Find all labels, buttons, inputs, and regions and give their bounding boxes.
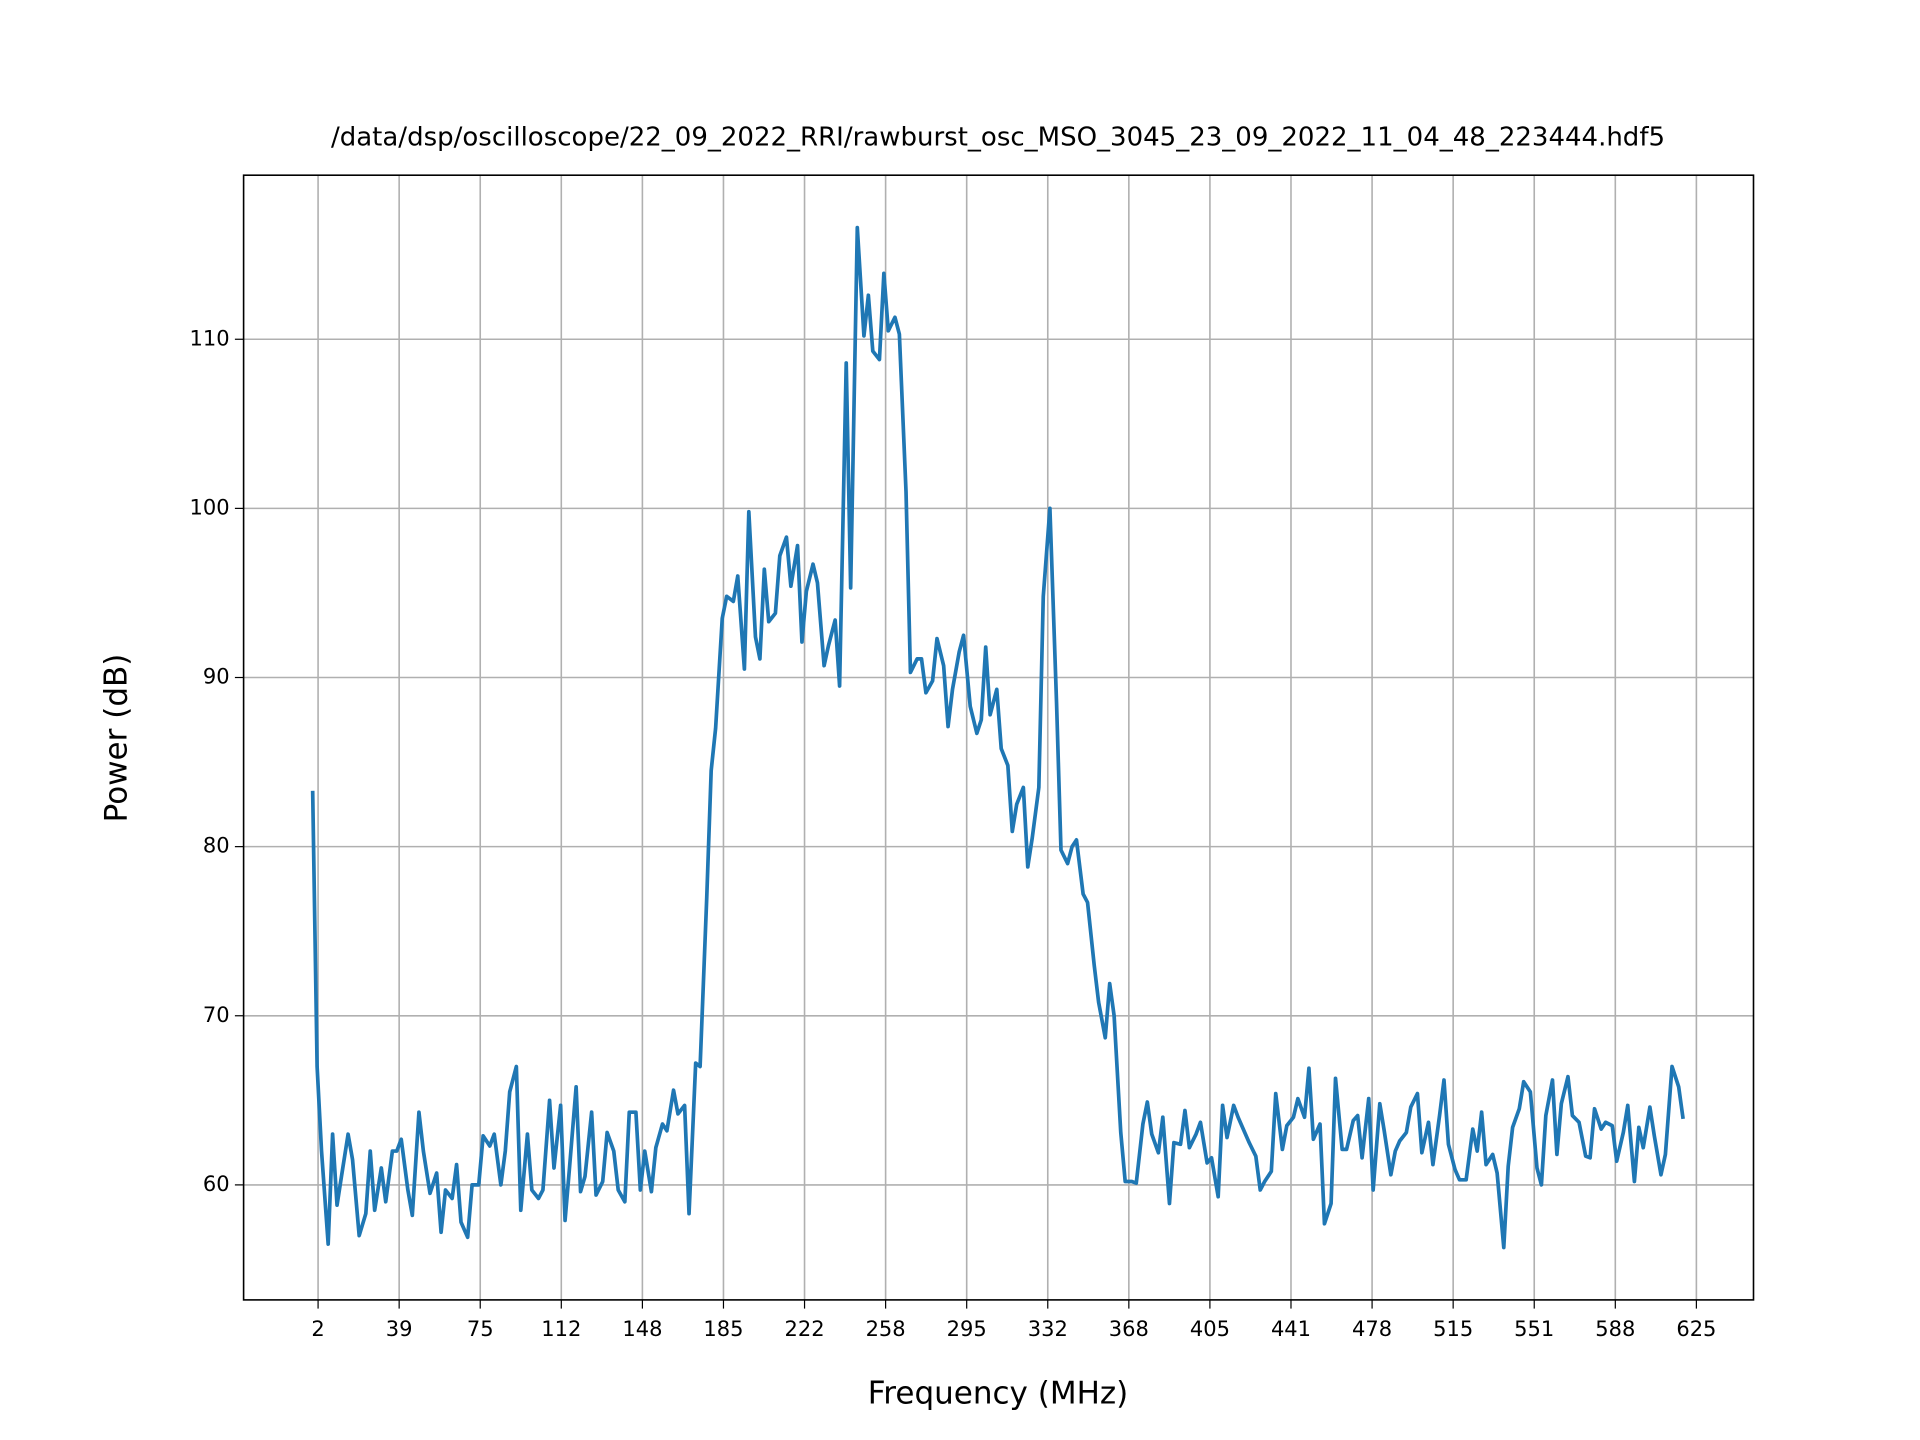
data-line (310, 225, 1685, 1250)
x-tick-label: 625 (1676, 1317, 1716, 1341)
x-tick-label: 441 (1271, 1317, 1311, 1341)
y-tick-label: 90 (203, 665, 230, 689)
chart-title: /data/dsp/oscilloscope/22_09_2022_RRI/ra… (331, 123, 1665, 153)
x-tick-label: 148 (622, 1317, 662, 1341)
y-axis-label: Power (dB) (99, 654, 135, 823)
y-tick-label: 110 (190, 326, 230, 350)
x-tick-label: 368 (1109, 1317, 1149, 1341)
x-tick-label: 222 (784, 1317, 824, 1341)
x-tick-label: 588 (1595, 1317, 1635, 1341)
x-tick-label: 478 (1352, 1317, 1392, 1341)
x-tick-label: 185 (703, 1317, 743, 1341)
x-tick-label: 112 (541, 1317, 581, 1341)
y-tick-label: 80 (203, 834, 230, 858)
x-tick-label: 2 (311, 1317, 324, 1341)
x-tick-label: 551 (1514, 1317, 1554, 1341)
y-tick-label: 100 (190, 495, 230, 519)
x-tick-label: 39 (386, 1317, 413, 1341)
plot-frame (242, 174, 1755, 1301)
x-tick-label: 515 (1433, 1317, 1473, 1341)
y-tick-label: 60 (203, 1172, 230, 1196)
x-tick-label: 295 (947, 1317, 987, 1341)
y-tick-label: 70 (203, 1003, 230, 1027)
x-tick-label: 405 (1190, 1317, 1230, 1341)
x-tick-label: 332 (1028, 1317, 1068, 1341)
x-axis-label: Frequency (MHz) (868, 1376, 1129, 1412)
x-tick-label: 258 (866, 1317, 906, 1341)
x-tick-label: 75 (467, 1317, 494, 1341)
